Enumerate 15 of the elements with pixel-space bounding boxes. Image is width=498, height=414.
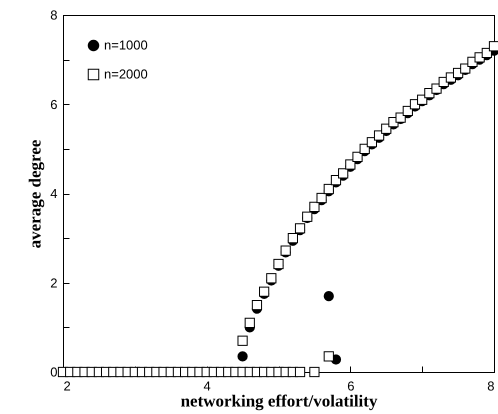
x-tick-label: 2 — [64, 378, 71, 394]
y-tick-label: 0 — [50, 364, 58, 380]
x-axis-title: networking effort/volatility — [180, 392, 378, 410]
point — [324, 291, 334, 302]
x-tick-label: 8 — [487, 378, 494, 394]
y-tick-label: 4 — [50, 186, 58, 201]
legend-label: n=1000 — [104, 38, 148, 52]
y-axis-title: average degree — [25, 139, 44, 248]
x-tick-label: 4 — [204, 378, 211, 394]
x-tick-label: 6 — [347, 378, 354, 394]
point — [237, 351, 248, 362]
y-tick-label: 2 — [50, 275, 58, 290]
y-tick-label: 8 — [50, 8, 58, 22]
y-tick-label: 6 — [50, 96, 58, 112]
legend-label: n=2000 — [104, 66, 148, 82]
